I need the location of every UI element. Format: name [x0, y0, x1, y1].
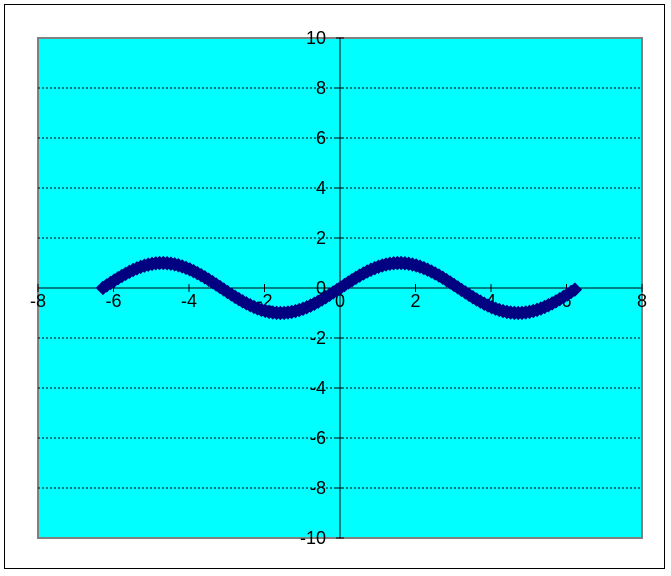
y-tick-label: 0	[316, 278, 326, 298]
y-tick-label: 4	[316, 178, 326, 198]
x-tick-label: -6	[105, 291, 121, 311]
y-tick-label: -2	[310, 328, 326, 348]
y-tick-label: 10	[306, 28, 326, 48]
y-tick-label: 6	[316, 128, 326, 148]
x-tick-label: -4	[181, 291, 197, 311]
data-point	[567, 282, 583, 297]
y-tick-label: -6	[310, 428, 326, 448]
x-tick-label: 2	[410, 291, 420, 311]
y-tick-label: -8	[310, 478, 326, 498]
y-tick-label: -10	[300, 528, 326, 548]
x-tick-label: 8	[637, 291, 647, 311]
y-tick-label: 2	[316, 228, 326, 248]
y-tick-label: 8	[316, 78, 326, 98]
x-tick-label: -8	[30, 291, 46, 311]
y-tick-label: -4	[310, 378, 326, 398]
data-markers	[95, 255, 583, 321]
x-tick-label: 0	[335, 291, 345, 311]
